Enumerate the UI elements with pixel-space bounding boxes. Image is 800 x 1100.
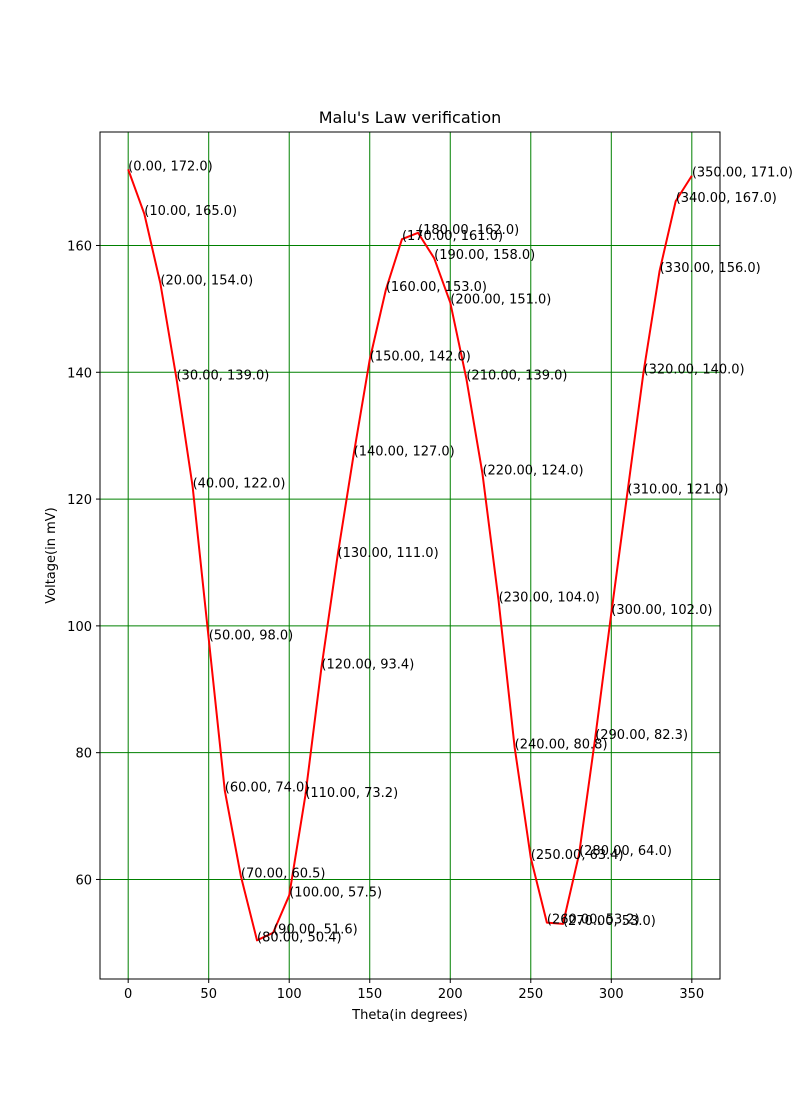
chart-title: Malu's Law verification <box>319 108 502 127</box>
data-labels: (0.00, 172.0) (10.00, 165.0) (20.00, 154.0… <box>128 159 793 945</box>
data-point-label: (230.00, 104.0) <box>499 591 600 606</box>
data-point-label: (160.00, 153.0) <box>386 280 487 295</box>
data-point-label: (30.00, 139.0) <box>176 369 269 384</box>
data-point-label: (0.00, 172.0) <box>128 159 213 174</box>
voltage-series-line <box>127 169 693 942</box>
data-point-label: (140.00, 127.0) <box>354 445 455 460</box>
y-tick-label: 140 <box>67 366 92 381</box>
data-point-label: (220.00, 124.0) <box>482 464 583 479</box>
data-point-label: (120.00, 93.4) <box>321 658 414 673</box>
data-point-label: (80.00, 50.4) <box>257 930 342 945</box>
y-tick-label: 120 <box>67 493 92 508</box>
y-tick-label: 160 <box>67 239 92 254</box>
data-point-label: (250.00, 63.4) <box>531 848 624 863</box>
data-point-label: (350.00, 171.0) <box>692 166 793 181</box>
data-point-label: (60.00, 74.0) <box>225 781 310 796</box>
data-point-label: (200.00, 151.0) <box>450 293 551 308</box>
y-tick-label: 80 <box>75 747 92 762</box>
x-axis-label: Theta(in degrees) <box>351 1008 468 1023</box>
x-tick-label: 0 <box>124 987 132 1002</box>
data-point-label: (100.00, 57.5) <box>289 885 382 900</box>
x-tick-label: 250 <box>518 987 543 1002</box>
x-tick-label: 100 <box>277 987 302 1002</box>
data-point-label: (270.00, 53.0) <box>563 914 656 929</box>
data-point-label: (210.00, 139.0) <box>466 369 567 384</box>
data-point-label: (150.00, 142.0) <box>370 350 471 365</box>
y-tick-label: 60 <box>75 873 92 888</box>
data-point-label: (130.00, 111.0) <box>338 546 439 561</box>
y-tick-label: 100 <box>67 620 92 635</box>
x-axis-ticks: 0 50 100 150 200 250 300 350 <box>124 979 704 1002</box>
data-point-label: (90.00, 51.6) <box>273 923 358 938</box>
data-point-label: (40.00, 122.0) <box>193 476 286 491</box>
data-point-label: (50.00, 98.0) <box>209 629 294 644</box>
x-tick-label: 350 <box>679 987 704 1002</box>
data-point-label: (240.00, 80.8) <box>515 738 608 753</box>
x-tick-label: 200 <box>438 987 463 1002</box>
data-point-label: (310.00, 121.0) <box>627 483 728 498</box>
plot-area-frame <box>99 131 721 980</box>
data-point-label: (280.00, 64.0) <box>579 844 672 859</box>
y-axis-label: Voltage(in mV) <box>44 507 59 603</box>
x-tick-label: 300 <box>599 987 624 1002</box>
data-point-label: (70.00, 60.5) <box>241 866 326 881</box>
data-point-label: (330.00, 156.0) <box>660 261 761 276</box>
y-axis-ticks: 60 80 100 120 140 160 <box>67 239 100 888</box>
data-point-label: (190.00, 158.0) <box>434 248 535 263</box>
x-tick-label: 50 <box>200 987 217 1002</box>
data-point-label: (10.00, 165.0) <box>144 204 237 219</box>
data-point-label: (290.00, 82.3) <box>595 728 688 743</box>
data-point-label: (20.00, 154.0) <box>160 274 253 289</box>
grid <box>100 132 720 979</box>
data-point-label: (180.00, 162.0) <box>418 223 519 238</box>
x-tick-label: 150 <box>357 987 382 1002</box>
data-point-label: (340.00, 167.0) <box>676 191 777 206</box>
data-point-label: (320.00, 140.0) <box>644 362 745 377</box>
data-point-label: (300.00, 102.0) <box>611 603 712 618</box>
data-point-label: (110.00, 73.2) <box>305 786 398 801</box>
data-point-label: (260.00, 53.2) <box>547 913 640 928</box>
series-layer <box>127 169 693 942</box>
data-point-label: (170.00, 161.0) <box>402 229 503 244</box>
